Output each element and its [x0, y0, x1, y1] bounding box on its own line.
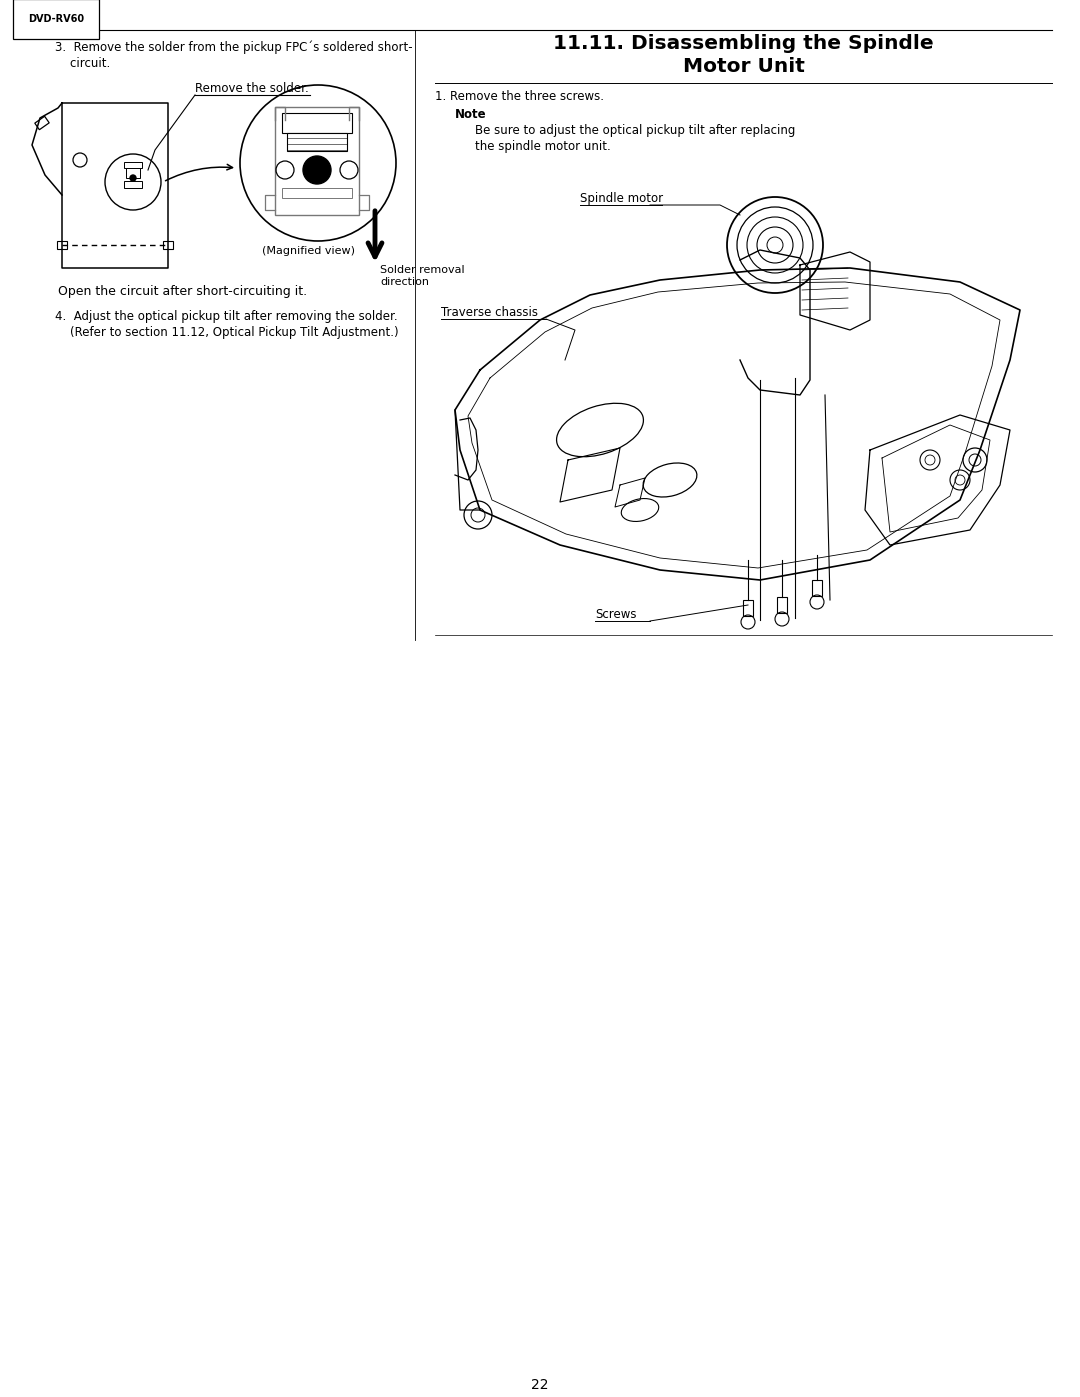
Text: Motor Unit: Motor Unit	[683, 57, 805, 75]
Text: Solder removal
direction: Solder removal direction	[380, 265, 464, 286]
Bar	[777, 597, 787, 613]
Bar	[282, 189, 352, 198]
Circle shape	[105, 154, 161, 210]
Bar	[163, 242, 173, 249]
Bar	[126, 168, 140, 177]
Bar	[282, 113, 352, 133]
Circle shape	[747, 217, 804, 272]
Text: 4.  Adjust the optical pickup tilt after removing the solder.: 4. Adjust the optical pickup tilt after …	[55, 310, 397, 323]
Circle shape	[303, 156, 330, 184]
Text: (Magnified view): (Magnified view)	[261, 246, 354, 256]
Text: 11.11. Disassembling the Spindle: 11.11. Disassembling the Spindle	[553, 34, 934, 53]
Bar	[812, 580, 822, 597]
Bar	[743, 599, 753, 616]
Text: Traverse chassis: Traverse chassis	[441, 306, 538, 319]
Text: (Refer to section 11.12, Optical Pickup Tilt Adjustment.): (Refer to section 11.12, Optical Pickup …	[55, 326, 399, 339]
Text: 22: 22	[531, 1377, 549, 1391]
Circle shape	[130, 175, 136, 182]
Text: Screws: Screws	[595, 608, 636, 622]
Text: the spindle motor unit.: the spindle motor unit.	[475, 140, 611, 154]
Bar	[124, 162, 141, 168]
Circle shape	[737, 207, 813, 284]
Text: circuit.: circuit.	[55, 57, 110, 70]
Bar	[124, 182, 141, 189]
Bar	[275, 108, 359, 215]
Bar	[287, 133, 347, 151]
Circle shape	[727, 197, 823, 293]
Bar	[57, 242, 67, 249]
Text: 3.  Remove the solder from the pickup FPC´s soldered short-: 3. Remove the solder from the pickup FPC…	[55, 41, 413, 53]
Bar	[35, 116, 50, 130]
Text: Open the circuit after short-circuiting it.: Open the circuit after short-circuiting …	[58, 285, 307, 298]
Text: DVD-RV60: DVD-RV60	[28, 14, 84, 24]
Text: Spindle motor: Spindle motor	[580, 191, 663, 205]
Text: Be sure to adjust the optical pickup tilt after replacing: Be sure to adjust the optical pickup til…	[475, 124, 795, 137]
Circle shape	[240, 85, 396, 242]
Circle shape	[757, 226, 793, 263]
Text: Remove the solder.: Remove the solder.	[195, 82, 309, 95]
Text: 1. Remove the three screws.: 1. Remove the three screws.	[435, 89, 604, 103]
Circle shape	[767, 237, 783, 253]
Text: Note: Note	[455, 108, 487, 122]
